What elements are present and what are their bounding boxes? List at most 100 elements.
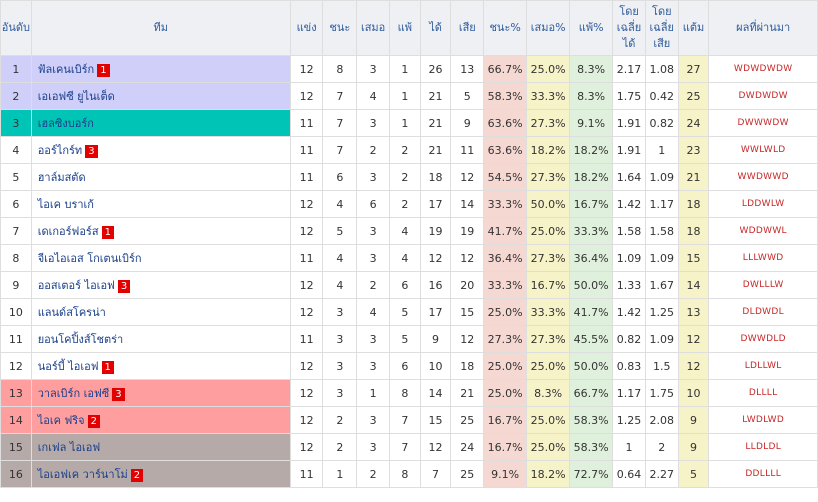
header-win-pct[interactable]: ชนะ% — [483, 0, 528, 56]
rank-cell: 15 — [0, 433, 32, 461]
header-form[interactable]: ผลที่ผ่านมา — [708, 0, 818, 56]
form-cell: DWDWDW — [708, 82, 818, 110]
table-row[interactable]: 14 ไอเค ฟริจ 2 12 2 3 7 15 25 16.7% 25.0% 58.3% 1.25… — [0, 406, 818, 434]
header-draw-pct[interactable]: เสมอ% — [526, 0, 571, 56]
team-cell[interactable]: ออร์ไกร์ท 3 — [30, 136, 291, 164]
team-cell[interactable]: นอร์บี้ ไอเอฟ 1 — [30, 352, 291, 380]
red-card-badge: 1 — [97, 63, 110, 77]
team-cell[interactable]: ยอนโคปิ้งส์โชตร่า — [30, 325, 291, 353]
team-name-link[interactable]: ไอเค ฟริจ — [37, 414, 85, 427]
loss-pct-cell: 33.3% — [569, 217, 614, 245]
form-cell: DLDWDL — [708, 298, 818, 326]
team-name-link[interactable]: เฮลซิงบอร์ก — [37, 117, 94, 130]
points-cell: 23 — [677, 136, 710, 164]
loss-cell: 2 — [389, 163, 421, 191]
table-row[interactable]: 4 ออร์ไกร์ท 3 11 7 2 2 21 11 63.6% 18.2% 18.2% 1.91 1… — [0, 136, 818, 164]
team-name-link[interactable]: ยอนโคปิ้งส์โชตร่า — [37, 333, 124, 346]
avg-goals-for-cell: 1.09 — [612, 244, 646, 272]
team-cell[interactable]: เดเกอร์ฟอร์ส 1 — [30, 217, 291, 245]
team-cell[interactable]: ฮาล์มสตัด — [30, 163, 291, 191]
goals-against-cell: 20 — [450, 271, 485, 299]
header-team[interactable]: ทีม — [30, 0, 291, 56]
header-avg-goals-for[interactable]: โดยเฉลี่ยได้ — [612, 0, 646, 56]
table-row[interactable]: 9 ออสเตอร์ ไอเอฟ 3 12 4 2 6 16 20 33.3% 16.7% 50.0%… — [0, 271, 818, 299]
draw-cell: 6 — [356, 190, 390, 218]
table-row[interactable]: 13 วาลเบิร์ก เอฟซี 3 12 3 1 8 14 21 25.0% 8.3% 66.7… — [0, 379, 818, 407]
win-cell: 7 — [322, 109, 358, 137]
header-loss-pct[interactable]: แพ้% — [569, 0, 614, 56]
header-draw[interactable]: เสมอ — [356, 0, 390, 56]
header-avg-goals-against[interactable]: โดยเฉลี่ยเสีย — [644, 0, 679, 56]
team-name-link[interactable]: ไอเค บราเก้ — [37, 198, 94, 211]
table-row[interactable]: 2 เอเอฟซี ยูไนเต็ด 12 7 4 1 21 5 58.3% 33.3% 8.3% 1… — [0, 82, 818, 110]
team-name-link[interactable]: ไอเอฟเค วาร์นาโม่ — [37, 468, 128, 481]
team-cell[interactable]: แลนด์สโครน่า — [30, 298, 291, 326]
points-cell: 12 — [677, 325, 710, 353]
loss-pct-cell: 41.7% — [569, 298, 614, 326]
rank-cell: 10 — [0, 298, 32, 326]
red-card-badge: 1 — [101, 225, 114, 239]
header-points[interactable]: แต้ม — [677, 0, 710, 56]
draw-pct-cell: 50.0% — [526, 190, 571, 218]
red-card-badge: 1 — [101, 360, 114, 374]
header-goals-for[interactable]: ได้ — [419, 0, 452, 56]
team-cell[interactable]: จีเอไอเอส โกเตนเบิร์ก — [30, 244, 291, 272]
team-cell[interactable]: ไอเค บราเก้ — [30, 190, 291, 218]
header-win[interactable]: ชนะ — [322, 0, 358, 56]
avg-goals-against-cell: 1.5 — [644, 352, 679, 380]
table-row[interactable]: 12 นอร์บี้ ไอเอฟ 1 12 3 3 6 10 18 25.0% 25.0% 50.0%… — [0, 352, 818, 380]
team-name-link[interactable]: ฟัลเคนเบิร์ก — [37, 63, 95, 76]
team-cell[interactable]: ไอเอฟเค วาร์นาโม่ 2 — [30, 460, 291, 488]
goals-for-cell: 14 — [419, 379, 452, 407]
team-name-link[interactable]: วาลเบิร์ก เอฟซี — [37, 387, 110, 400]
rank-cell: 5 — [0, 163, 32, 191]
header-played[interactable]: แข่ง — [289, 0, 324, 56]
form-cell: WWDWWD — [708, 163, 818, 191]
table-row[interactable]: 6 ไอเค บราเก้ 12 4 6 2 17 14 33.3% 50.0% 16.7% 1.42… — [0, 190, 818, 218]
team-cell[interactable]: ฟัลเคนเบิร์ก 1 — [30, 55, 291, 83]
team-cell[interactable]: เฮลซิงบอร์ก — [30, 109, 291, 137]
table-row[interactable]: 1 ฟัลเคนเบิร์ก 1 12 8 3 1 26 13 66.7% 25.0% 8.3% 2.1… — [0, 55, 818, 83]
team-name-link[interactable]: ออร์ไกร์ท — [37, 144, 83, 157]
table-row[interactable]: 5 ฮาล์มสตัด 11 6 3 2 18 12 54.5% 27.3% 18.2% 1.64 1.… — [0, 163, 818, 191]
form-cell: DWWDLD — [708, 325, 818, 353]
team-name-link[interactable]: แลนด์สโครน่า — [37, 306, 106, 319]
header-goals-against[interactable]: เสีย — [450, 0, 485, 56]
rank-cell: 13 — [0, 379, 32, 407]
loss-pct-cell: 66.7% — [569, 379, 614, 407]
team-name-link[interactable]: เกเฟล ไอเอฟ — [37, 441, 101, 454]
team-cell[interactable]: ไอเค ฟริจ 2 — [30, 406, 291, 434]
loss-pct-cell: 36.4% — [569, 244, 614, 272]
team-cell[interactable]: เกเฟล ไอเอฟ — [30, 433, 291, 461]
table-row[interactable]: 8 จีเอไอเอส โกเตนเบิร์ก 11 4 3 4 12 12 36.4% 27.3… — [0, 244, 818, 272]
table-row[interactable]: 7 เดเกอร์ฟอร์ส 1 12 5 3 4 19 19 41.7% 25.0% 33.3% 1.… — [0, 217, 818, 245]
avg-goals-for-cell: 1 — [612, 433, 646, 461]
draw-pct-cell: 18.2% — [526, 136, 571, 164]
avg-goals-for-cell: 2.17 — [612, 55, 646, 83]
team-name-link[interactable]: เดเกอร์ฟอร์ส — [37, 225, 99, 238]
team-name-link[interactable]: นอร์บี้ ไอเอฟ — [37, 360, 99, 373]
played-cell: 12 — [289, 271, 324, 299]
goals-for-cell: 26 — [419, 55, 452, 83]
table-row[interactable]: 16 ไอเอฟเค วาร์นาโม่ 2 11 1 2 8 7 25 9.1% 18.2% 72.… — [0, 460, 818, 488]
team-cell[interactable]: เอเอฟซี ยูไนเต็ด — [30, 82, 291, 110]
team-name-link[interactable]: จีเอไอเอส โกเตนเบิร์ก — [37, 252, 142, 265]
table-row[interactable]: 15 เกเฟล ไอเอฟ 12 2 3 7 12 24 16.7% 25.0% 58.3% 1 2 9… — [0, 433, 818, 461]
table-row[interactable]: 11 ยอนโคปิ้งส์โชตร่า 11 3 3 5 9 12 27.3% 27.3% 45.… — [0, 325, 818, 353]
team-cell[interactable]: วาลเบิร์ก เอฟซี 3 — [30, 379, 291, 407]
loss-cell: 5 — [389, 298, 421, 326]
header-rank[interactable]: อันดับ — [0, 0, 32, 56]
draw-pct-cell: 25.0% — [526, 433, 571, 461]
played-cell: 11 — [289, 460, 324, 488]
team-cell[interactable]: ออสเตอร์ ไอเอฟ 3 — [30, 271, 291, 299]
team-name-link[interactable]: ออสเตอร์ ไอเอฟ — [37, 279, 115, 292]
draw-cell: 2 — [356, 136, 390, 164]
goals-for-cell: 10 — [419, 352, 452, 380]
points-cell: 27 — [677, 55, 710, 83]
team-name-link[interactable]: ฮาล์มสตัด — [37, 171, 86, 184]
header-loss[interactable]: แพ้ — [389, 0, 421, 56]
goals-for-cell: 21 — [419, 82, 452, 110]
table-row[interactable]: 10 แลนด์สโครน่า 12 3 4 5 17 15 25.0% 33.3% 41.7% 1.… — [0, 298, 818, 326]
team-name-link[interactable]: เอเอฟซี ยูไนเต็ด — [37, 90, 115, 103]
table-row[interactable]: 3 เฮลซิงบอร์ก 11 7 3 1 21 9 63.6% 27.3% 9.1% 1.91 0.… — [0, 109, 818, 137]
